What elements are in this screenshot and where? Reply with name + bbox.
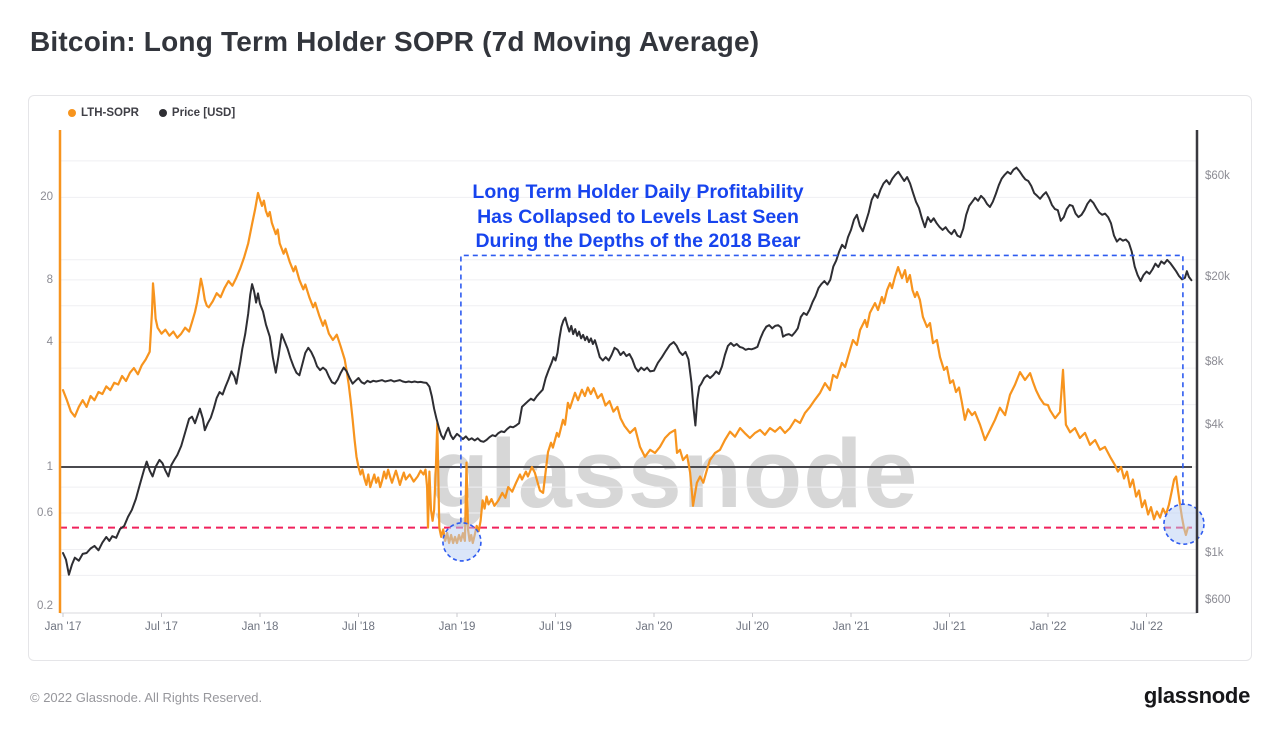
price-usd--line <box>62 166 1193 576</box>
legend-dot-icon <box>68 109 76 117</box>
footer-copyright: © 2022 Glassnode. All Rights Reserved. <box>30 690 263 705</box>
legend-dot-icon <box>158 109 167 117</box>
legend-item-lth-sopr[interactable]: LTH-SOPR <box>68 107 139 119</box>
legend-item-price-usd-[interactable]: Price [USD] <box>158 107 236 119</box>
glassnode-watermark: glassnode <box>429 419 919 528</box>
chart-panel: glassnode <box>28 95 1252 661</box>
page-title: Bitcoin: Long Term Holder SOPR (7d Movin… <box>30 26 760 57</box>
chart-legend: LTH-SOPR Price [USD] <box>68 107 235 119</box>
callout-text-line: During the Depths of the 2018 Bear <box>475 230 801 252</box>
legend-label: Price [USD] <box>171 107 236 119</box>
glassnode-logo: glassnode <box>1143 683 1250 708</box>
callout-text: Long Term Holder Daily Profitability Has … <box>338 180 938 254</box>
callout-text-line: Has Collapsed to Levels Last Seen <box>477 205 799 228</box>
highlight-circle-2 <box>1163 503 1205 545</box>
legend-label: LTH-SOPR <box>81 107 139 119</box>
callout-text-line: Long Term Holder Daily Profitability <box>472 181 804 203</box>
highlight-circle-1 <box>442 522 482 562</box>
lth-sopr-line <box>61 191 1190 545</box>
